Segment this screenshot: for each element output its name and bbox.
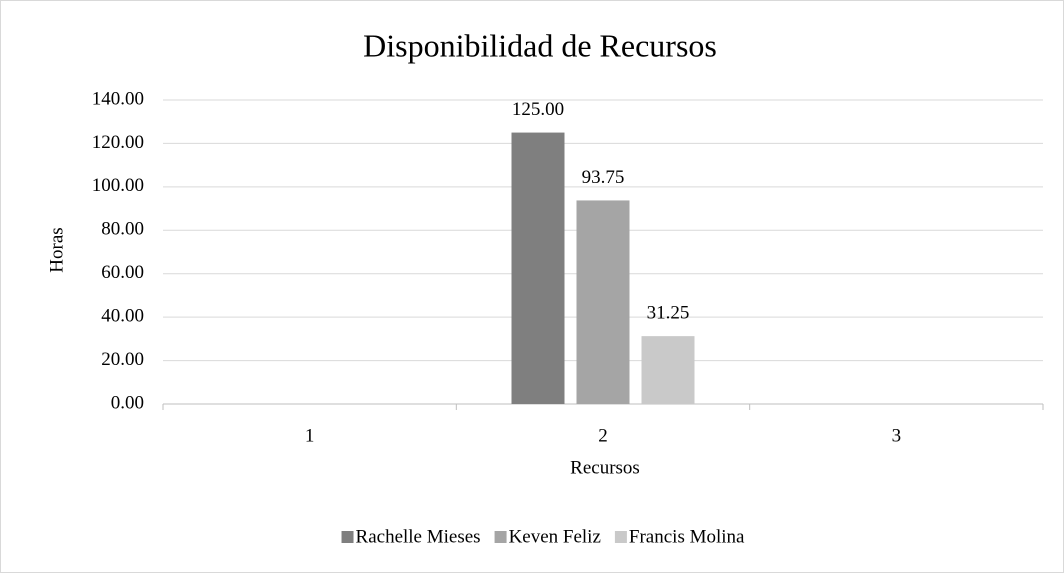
y-axis-label: Horas bbox=[46, 227, 67, 272]
y-tick-label: 0.00 bbox=[111, 392, 144, 413]
x-tick-label: 1 bbox=[305, 425, 315, 446]
legend: Rachelle Mieses Keven Feliz Francis Molina bbox=[341, 526, 745, 547]
data-label: 31.25 bbox=[647, 303, 690, 324]
data-label: 125.00 bbox=[512, 99, 564, 120]
x-tick-label: 2 bbox=[598, 425, 608, 446]
legend-swatch bbox=[341, 531, 354, 543]
bar bbox=[641, 336, 695, 404]
data-label: 93.75 bbox=[582, 167, 625, 188]
bar bbox=[511, 132, 565, 405]
y-tick-label: 20.00 bbox=[101, 349, 144, 370]
legend-swatch bbox=[494, 531, 507, 543]
bar bbox=[576, 200, 630, 404]
y-tick-label: 120.00 bbox=[92, 132, 144, 153]
y-tick-label: 140.00 bbox=[92, 88, 144, 109]
x-axis-label: Recursos bbox=[570, 457, 640, 478]
y-tick-label: 40.00 bbox=[101, 306, 144, 327]
legend-swatch bbox=[614, 531, 627, 543]
y-tick-label: 100.00 bbox=[92, 175, 144, 196]
legend-label: Keven Feliz bbox=[509, 526, 601, 547]
chart-title: Disponibilidad de Recursos bbox=[363, 27, 717, 63]
legend-label: Rachelle Mieses bbox=[356, 526, 481, 547]
y-tick-label: 60.00 bbox=[101, 262, 144, 283]
x-tick-label: 3 bbox=[892, 425, 902, 446]
legend-label: Francis Molina bbox=[629, 526, 745, 547]
y-tick-label: 80.00 bbox=[101, 219, 144, 240]
